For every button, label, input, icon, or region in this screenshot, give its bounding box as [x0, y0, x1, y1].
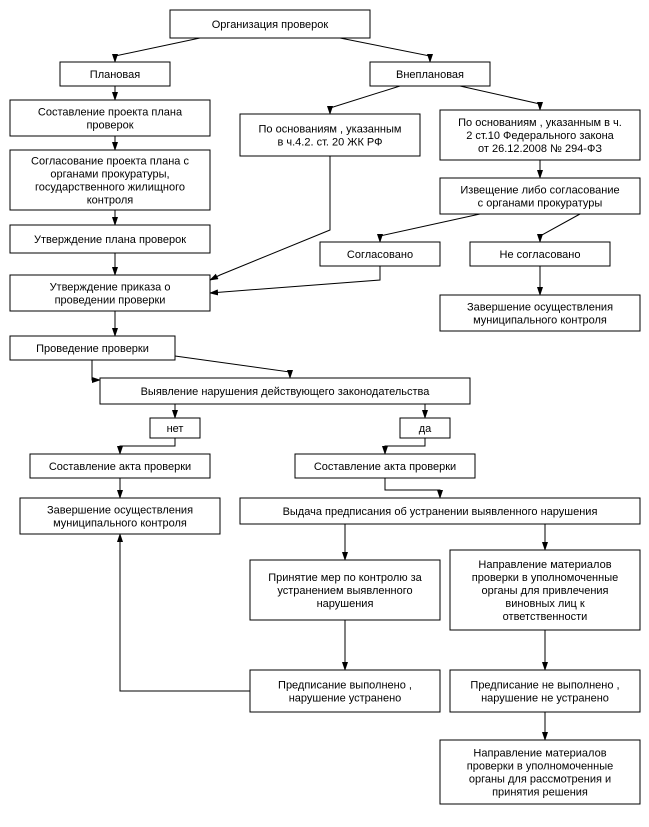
node-n25-line-0: Предписание не выполнено , — [470, 679, 619, 691]
node-n19-line-0: Составление акта проверки — [314, 461, 456, 473]
node-n26-line-3: принятия решения — [492, 786, 588, 798]
node-n5-line-2: государственного жилищного — [35, 181, 185, 193]
node-n13: Не согласовано — [470, 242, 610, 266]
node-n3: Внеплановая — [370, 62, 490, 86]
node-n20: Завершение осуществлениямуниципального к… — [20, 498, 220, 534]
node-n26-line-1: проверки в уполномоченные — [467, 760, 613, 772]
node-n26-line-2: органы для рассмотрения и — [469, 773, 611, 785]
node-n22-line-0: Принятие мер по контролю за — [268, 572, 422, 584]
node-n22-line-2: нарушения — [317, 598, 374, 610]
node-n5-line-0: Согласование проекта плана с — [31, 155, 189, 167]
edge-14 — [210, 156, 330, 280]
edge-15 — [210, 266, 380, 293]
node-n8: Проведение проверки — [10, 336, 175, 360]
node-n6-line-0: Утверждение плана проверок — [34, 234, 186, 246]
node-n17-line-0: да — [419, 423, 432, 435]
node-n8-line-0: Проведение проверки — [36, 343, 149, 355]
edge-16 — [175, 356, 290, 378]
node-n15-line-0: Выявление нарушения действующего законод… — [141, 386, 431, 398]
node-n1: Организация проверок — [170, 10, 370, 38]
edge-0 — [115, 38, 200, 62]
node-n11-line-1: с органами прокуратуры — [478, 197, 603, 209]
node-n4-line-1: проверок — [86, 119, 133, 131]
node-n17: да — [400, 418, 450, 438]
node-n11-line-0: Извещение либо согласование — [460, 184, 619, 196]
node-n22: Принятие мер по контролю заустранением в… — [250, 560, 440, 620]
edge-11 — [380, 214, 480, 242]
node-n9: По основаниям , указаннымв ч.4.2. ст. 20… — [240, 114, 420, 156]
node-n1-line-0: Организация проверок — [212, 19, 329, 31]
edge-22 — [385, 478, 440, 498]
node-n10-line-2: от 26.12.2008 № 294-ФЗ — [478, 143, 602, 155]
node-n16: нет — [150, 418, 200, 438]
node-n20-line-1: муниципального контроля — [53, 517, 187, 529]
node-n14: Завершение осуществлениямуниципального к… — [440, 295, 640, 331]
node-n5: Согласование проекта плана сорганами про… — [10, 150, 210, 210]
node-n24: Предписание выполнено ,нарушение устране… — [250, 670, 440, 712]
edge-19 — [120, 438, 175, 454]
node-n20-line-0: Завершение осуществления — [47, 504, 193, 516]
edge-28 — [120, 534, 250, 691]
node-n25-line-1: нарушение не устранено — [481, 692, 609, 704]
node-n23-line-4: ответственности — [503, 611, 588, 623]
edge-1 — [340, 38, 430, 62]
flowchart-canvas: Организация проверок Плановая Внеплановая С… — [0, 0, 649, 827]
edge-9 — [460, 86, 540, 110]
node-n14-line-1: муниципального контроля — [473, 314, 607, 326]
node-n21: Выдача предписания об устранении выявлен… — [240, 498, 640, 524]
node-n24-line-0: Предписание выполнено , — [278, 679, 412, 691]
node-n4-line-0: Составление проекта плана — [38, 106, 183, 118]
node-n2: Плановая — [60, 62, 170, 86]
node-n23-line-3: виновных лиц к — [505, 598, 584, 610]
node-n11: Извещение либо согласованиес органами пр… — [440, 178, 640, 214]
node-n9-line-0: По основаниям , указанным — [259, 123, 402, 135]
edge-8 — [330, 86, 400, 114]
node-n10: По основаниям , указанным в ч.2 ст.10 Фе… — [440, 110, 640, 160]
node-n18-line-0: Составление акта проверки — [49, 461, 191, 473]
node-n18: Составление акта проверки — [30, 454, 210, 478]
node-n7: Утверждение приказа опроведении проверки — [10, 275, 210, 311]
node-n23: Направление материаловпроверки в уполном… — [450, 550, 640, 630]
node-n26-line-0: Направление материалов — [473, 747, 606, 759]
edge-20 — [385, 438, 425, 454]
node-n12: Согласовано — [320, 242, 440, 266]
node-n7-line-1: проведении проверки — [55, 294, 166, 306]
node-n5-line-1: органами прокуратуры, — [50, 168, 169, 180]
node-n26: Направление материаловпроверки в уполном… — [440, 740, 640, 804]
node-n7-line-0: Утверждение приказа о — [50, 281, 171, 293]
node-n5-line-3: контроля — [87, 194, 134, 206]
node-n22-line-1: устранением выявленного — [277, 585, 412, 597]
edge-12 — [540, 214, 580, 242]
node-n23-line-1: проверки в уполномоченные — [472, 572, 618, 584]
node-n9-line-1: в ч.4.2. ст. 20 ЖК РФ — [277, 136, 382, 148]
node-n19: Составление акта проверки — [295, 454, 475, 478]
node-n14-line-0: Завершение осуществления — [467, 301, 613, 313]
node-n10-line-1: 2 ст.10 Федерального закона — [466, 130, 614, 142]
node-n12-line-0: Согласовано — [347, 249, 413, 261]
node-n10-line-0: По основаниям , указанным в ч. — [458, 117, 622, 129]
node-n13-line-0: Не согласовано — [500, 249, 581, 261]
node-n6: Утверждение плана проверок — [10, 225, 210, 253]
node-n4: Составление проекта планапроверок — [10, 100, 210, 136]
node-n2-line-0: Плановая — [90, 69, 140, 81]
node-n15: Выявление нарушения действующего законод… — [100, 378, 470, 404]
node-n25: Предписание не выполнено ,нарушение не у… — [450, 670, 640, 712]
node-n16-line-0: нет — [167, 423, 184, 435]
edge-7 — [92, 360, 100, 380]
node-n21-line-0: Выдача предписания об устранении выявлен… — [283, 506, 598, 518]
node-n24-line-1: нарушение устранено — [289, 692, 402, 704]
node-n3-line-0: Внеплановая — [396, 69, 464, 81]
node-n23-line-2: органы для привлечения — [481, 585, 608, 597]
node-n23-line-0: Направление материалов — [478, 559, 611, 571]
